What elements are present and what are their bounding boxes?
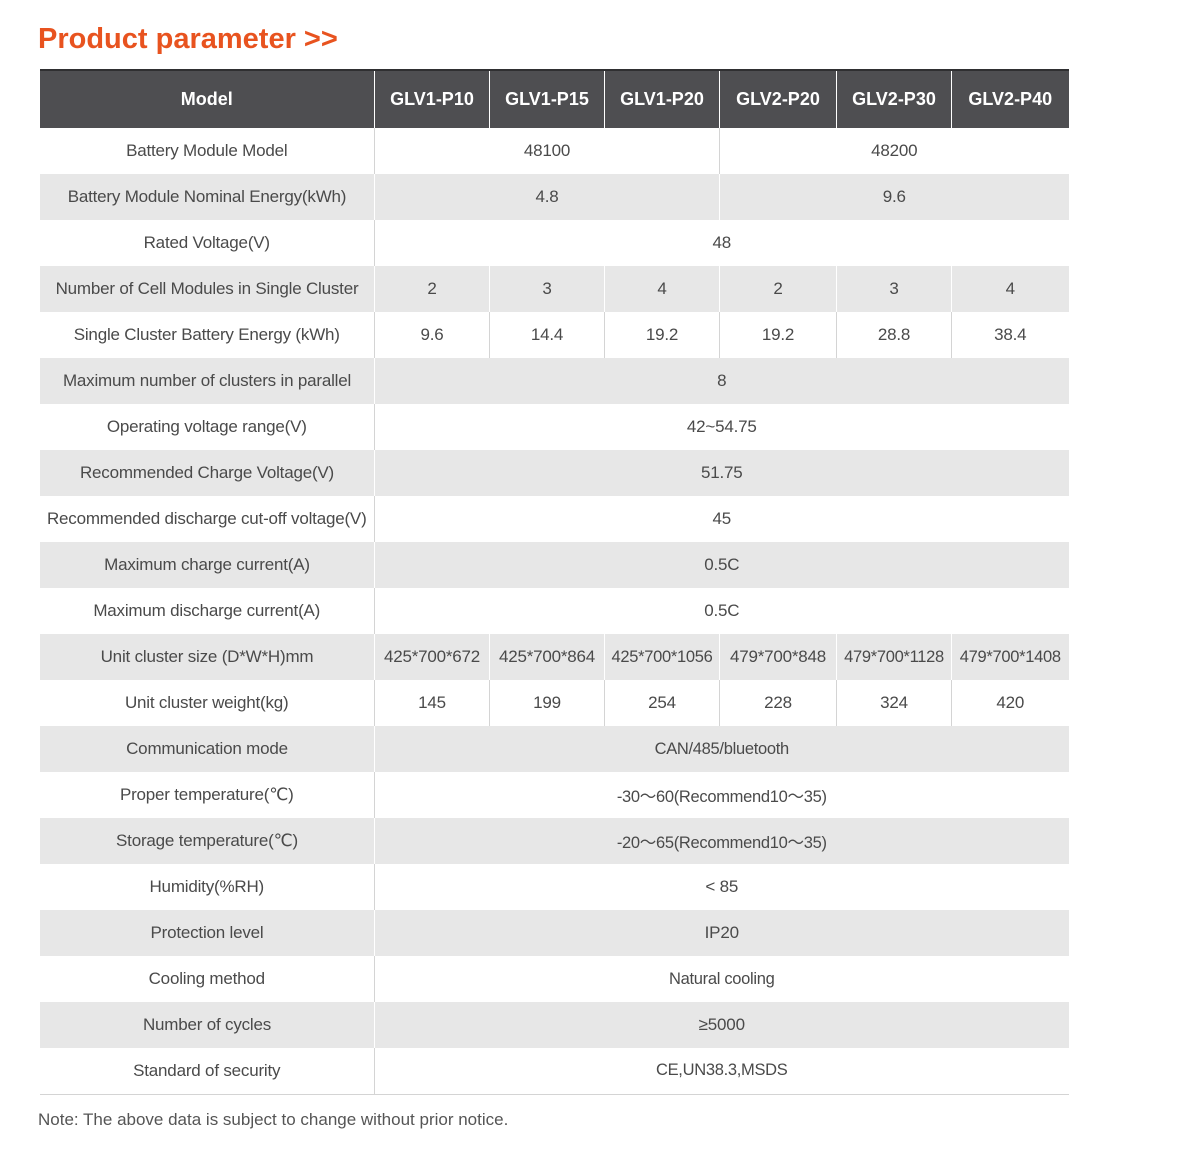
table-row: Unit cluster size (D*W*H)mm 425*700*672 42… [39,634,1069,680]
row-value: 4 [604,266,720,312]
page-title: Product parameter >> [38,23,338,55]
row-value: CE,UN38.3,MSDS [374,1048,1069,1094]
table-row: Recommended Charge Voltage(V) 51.75 [39,450,1069,496]
row-label: Communication mode [39,726,375,772]
row-label: Number of Cell Modules in Single Cluster [39,266,375,312]
row-label: Recommended discharge cut-off voltage(V) [46,509,367,528]
table-row: Cooling method Natural cooling [39,956,1069,1002]
row-label: Recommended Charge Voltage(V) [39,450,375,496]
row-value: 324 [836,680,952,726]
header-model-glv2-p20: GLV2-P20 [719,70,837,128]
header-model-glv2-p40: GLV2-P40 [951,70,1069,128]
table-row: Single Cluster Battery Energy (kWh) 9.6 14… [39,312,1069,358]
row-label: Maximum charge current(A) [39,542,375,588]
row-label: Unit cluster size (D*W*H)mm [39,634,375,680]
row-label: Battery Module Model [126,141,288,160]
table-row: Unit cluster weight(kg) 145 199 254 228 324 42… [39,680,1069,726]
row-label: Maximum discharge current(A) [93,601,321,620]
row-label: Number of cycles [39,1002,375,1048]
table-row: Operating voltage range(V) 42~54.75 [39,404,1069,450]
table-row: Proper temperature(℃) -30～60(Recommend10～… [39,772,1069,818]
table-row: Standard of security CE,UN38.3,MSDS [39,1048,1069,1094]
row-value: 4 [951,266,1069,312]
row-label: Standard of security [133,1060,281,1080]
row-value: 9.6 [719,174,1069,220]
table-row: Maximum charge current(A) 0.5C [39,542,1069,588]
row-value: 4.8 [374,174,720,220]
row-value: 254 [604,680,720,726]
row-value: 28.8 [836,312,952,358]
row-label: Maximum number of clusters in parallel [39,358,375,404]
row-value: Natural cooling [374,956,1069,1002]
row-value: 19.2 [604,312,720,358]
header-model-glv1-p15: GLV1-P15 [489,70,605,128]
footnote: Note: The above data is subject to chang… [38,1110,509,1129]
table-body: Battery Module Model 48100 48200 Battery Mo… [39,128,1069,1094]
row-label: Cooling method [148,969,265,988]
row-value: 48100 [374,128,720,174]
row-value: 42~54.75 [374,404,1069,450]
row-value: -30～60(Recommend10～35) [374,772,1069,818]
row-value: 228 [719,680,837,726]
header-model-glv1-p10: GLV1-P10 [374,70,490,128]
table-row: Protection level IP20 [39,910,1069,956]
row-value: 19.2 [719,312,837,358]
row-value: 48200 [719,128,1069,174]
row-value: CAN/485/bluetooth [374,726,1069,772]
row-value: 479*700*1408 [951,634,1069,680]
row-label: Protection level [39,910,375,956]
row-value: 0.5C [374,588,1069,634]
table-row: Storage temperature(℃) -20～65(Recommend10… [39,818,1069,864]
header-model-glv2-p30: GLV2-P30 [836,70,952,128]
table-header: Model GLV1-P10 GLV1-P15 GLV1-P20 GLV2-P2… [39,70,1069,128]
row-value: 51.75 [374,450,1069,496]
row-value: 8 [374,358,1069,404]
row-label: Battery Module Nominal Energy(kWh) [39,174,375,220]
row-value: 9.6 [374,312,490,358]
header-model-glv1-p20: GLV1-P20 [604,70,720,128]
row-value: 2 [719,266,837,312]
table-row: Number of Cell Modules in Single Cluster… [39,266,1069,312]
row-value: 48 [374,220,1069,266]
row-value: 199 [489,680,605,726]
table-row: Communication mode CAN/485/bluetooth [39,726,1069,772]
row-value: 2 [374,266,490,312]
table-row: Humidity(%RH) < 85 [39,864,1069,910]
row-label: Rated Voltage(V) [143,233,270,252]
row-label: Unit cluster weight(kg) [124,693,289,712]
row-label: Single Cluster Battery Energy (kWh) [73,325,340,344]
row-value: 145 [374,680,490,726]
row-value: 479*700*848 [719,634,837,680]
row-value: IP20 [374,910,1069,956]
row-label: Storage temperature(℃) [39,818,375,864]
row-value: 479*700*1128 [836,634,952,680]
table-row: Recommended discharge cut-off voltage(V)… [39,496,1069,542]
row-value: -20～65(Recommend10～35) [374,818,1069,864]
row-value: 420 [951,680,1069,726]
table-row: Battery Module Nominal Energy(kWh) 4.8 9.6 [39,174,1069,220]
row-value: 0.5C [374,542,1069,588]
table-row: Maximum discharge current(A) 0.5C [39,588,1069,634]
row-value: 425*700*672 [374,634,490,680]
row-value: ≥5000 [374,1002,1069,1048]
table-row: Maximum number of clusters in parallel 8 [39,358,1069,404]
row-value: 3 [836,266,952,312]
header-row: Model GLV1-P10 GLV1-P15 GLV1-P20 GLV2-P2… [39,70,1069,128]
header-model-label: Model [180,89,233,109]
row-value: 3 [489,266,605,312]
table-row: Number of cycles ≥5000 [39,1002,1069,1048]
row-value: 14.4 [489,312,605,358]
product-parameter-table: Model GLV1-P10 GLV1-P15 GLV1-P20 GLV2-P2… [39,69,1069,1095]
row-value: 38.4 [951,312,1069,358]
table-row: Rated Voltage(V) 48 [39,220,1069,266]
row-label: Proper temperature(℃) [119,785,294,804]
row-value: < 85 [374,864,1069,910]
row-label: Humidity(%RH) [149,877,265,896]
row-value: 425*700*1056 [604,634,720,680]
row-value: 45 [374,496,1069,542]
row-value: 425*700*864 [489,634,605,680]
row-label: Operating voltage range(V) [106,417,307,436]
table-row: Battery Module Model 48100 48200 [39,128,1069,174]
